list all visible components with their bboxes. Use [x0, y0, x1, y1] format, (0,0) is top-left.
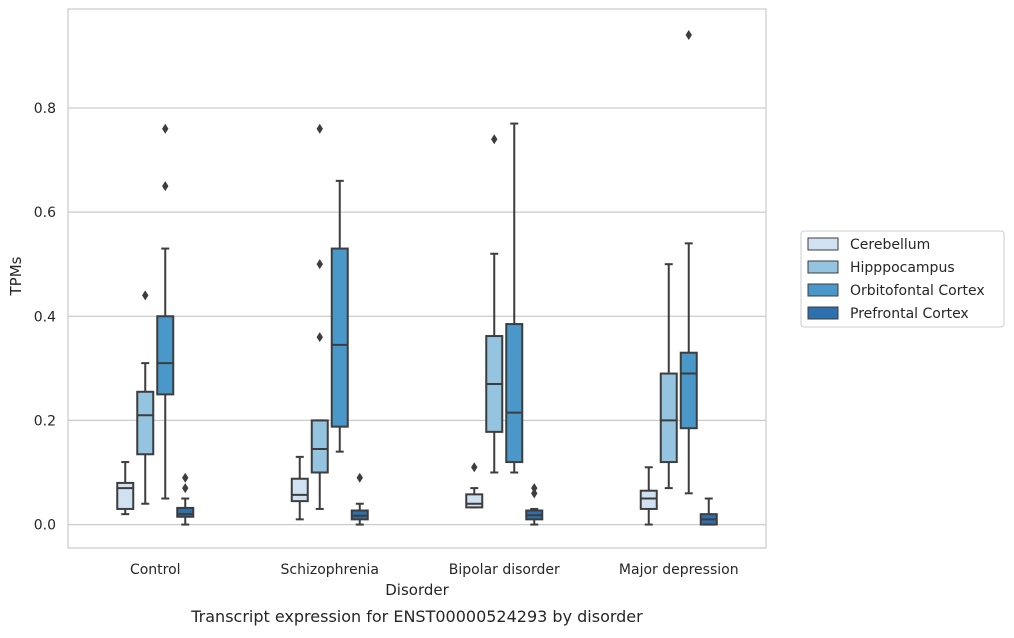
box [176, 506, 195, 518]
box-layer [116, 30, 718, 526]
outlier-point [316, 332, 323, 343]
legend-swatch [807, 260, 839, 274]
outlier-point [162, 123, 169, 134]
legend-label: Orbitofontal Cortex [850, 283, 985, 299]
box [136, 390, 155, 456]
tick-layer: 0.0 0.2 0.4 0.6 0.8 Control Schizophrenia Bipol… [34, 101, 739, 578]
box-group [505, 122, 524, 474]
box-group [116, 461, 135, 516]
y-tick-label: 0.8 [34, 101, 56, 117]
outlier-point [356, 472, 363, 483]
legend: Cerebellum Hipppocampus Orbitofontal Corte… [800, 230, 1005, 328]
outlier-point [316, 259, 323, 270]
outlier-point [316, 123, 323, 134]
box [639, 489, 658, 510]
box-group [465, 462, 484, 509]
outlier-point [685, 30, 692, 41]
y-tick-label: 0.2 [34, 413, 56, 429]
box [679, 351, 698, 430]
box [310, 419, 329, 474]
box-group [176, 472, 195, 526]
box-group [310, 123, 329, 510]
y-tick-label: 0.0 [34, 518, 56, 534]
box-group [350, 472, 369, 526]
x-tick-label: Control [130, 562, 181, 578]
box [156, 315, 175, 396]
box [330, 247, 349, 428]
x-tick-label: Schizophrenia [281, 562, 379, 578]
box [116, 481, 135, 510]
outlier-point [162, 181, 169, 192]
outlier-point [471, 462, 478, 473]
box-group [330, 179, 349, 453]
outlier-point [531, 488, 538, 499]
legend-label: Hipppocampus [850, 260, 955, 276]
x-tick-label: Major depression [619, 562, 739, 578]
outlier-point [182, 483, 189, 494]
legend-label: Cerebellum [850, 237, 930, 253]
box-group [659, 263, 678, 490]
legend-label: Prefrontal Cortex [850, 306, 969, 322]
box-group [136, 290, 155, 505]
box-group [156, 123, 175, 500]
box-group [699, 497, 718, 526]
legend-swatch [807, 283, 839, 297]
box-group [679, 30, 698, 495]
box-group [639, 466, 658, 526]
box-group [485, 134, 504, 474]
outlier-point [531, 483, 538, 494]
box [505, 323, 524, 464]
x-tick-label: Bipolar disorder [449, 562, 560, 578]
box [659, 372, 678, 464]
outlier-point [491, 134, 498, 145]
box [290, 477, 309, 503]
chart-caption: Transcript expression for ENST0000052429… [190, 607, 643, 626]
y-axis-label: TPMs [7, 256, 25, 296]
legend-swatch [807, 306, 839, 320]
legend-items: Cerebellum Hipppocampus Orbitofontal Corte… [807, 237, 985, 322]
box [465, 493, 484, 509]
legend-swatch [807, 237, 839, 251]
plot-area-frame [67, 8, 767, 549]
y-tick-label: 0.4 [34, 309, 56, 325]
outlier-point [142, 290, 149, 301]
box-group [290, 455, 309, 521]
box-group [525, 483, 544, 526]
x-axis-label: Disorder [385, 581, 449, 599]
legend-frame [800, 230, 1005, 328]
y-tick-label: 0.6 [34, 205, 56, 221]
outlier-point [182, 472, 189, 483]
